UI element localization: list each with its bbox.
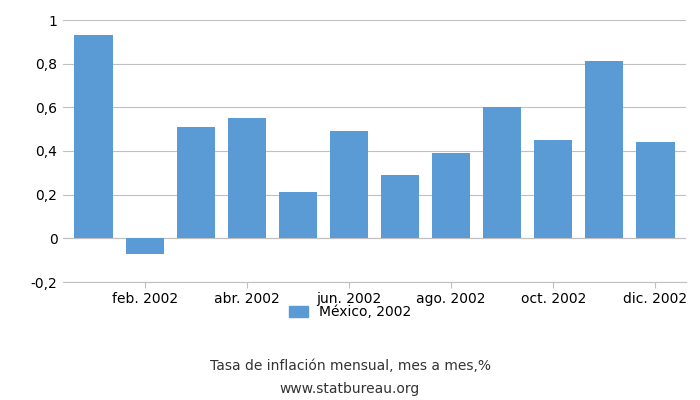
Text: www.statbureau.org: www.statbureau.org [280, 382, 420, 396]
Bar [636, 142, 675, 238]
Bar [534, 140, 573, 238]
Bar [585, 62, 624, 238]
Bar [176, 127, 215, 238]
Bar [74, 35, 113, 238]
Bar [330, 131, 368, 238]
Bar [483, 107, 522, 238]
Bar [279, 192, 317, 238]
Bar [125, 238, 164, 254]
Text: Tasa de inflación mensual, mes a mes,%: Tasa de inflación mensual, mes a mes,% [209, 359, 491, 373]
Bar [381, 175, 419, 238]
Bar [432, 153, 470, 238]
Legend: México, 2002: México, 2002 [288, 305, 412, 319]
Bar [228, 118, 266, 238]
